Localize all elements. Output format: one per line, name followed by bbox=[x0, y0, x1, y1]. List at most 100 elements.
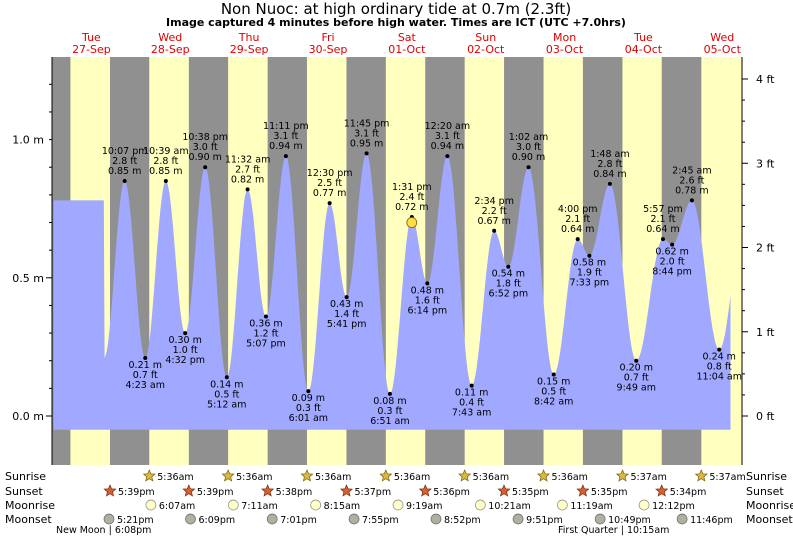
tide-point bbox=[469, 383, 474, 388]
right-tick-label: 3 ft bbox=[756, 157, 775, 170]
tide-label: 0.24 m bbox=[703, 352, 736, 363]
day-date-label: 30-Sep bbox=[309, 43, 348, 56]
sunset-star-icon bbox=[103, 484, 117, 497]
tide-label: 4:00 pm bbox=[558, 204, 598, 215]
tide-label: 5:12 am bbox=[207, 399, 246, 410]
tide-label: 0.95 m bbox=[350, 138, 383, 149]
tide-label: 0.21 m bbox=[129, 360, 162, 371]
moonrise-moon-icon bbox=[392, 499, 404, 511]
tide-point bbox=[203, 165, 208, 170]
tide-label: 1.2 ft bbox=[253, 328, 278, 339]
tide-point bbox=[263, 314, 268, 319]
sunset-time: 5:39pm bbox=[197, 487, 234, 498]
sunrise-time: 5:37am bbox=[709, 472, 745, 483]
tide-label: 0.14 m bbox=[210, 379, 243, 390]
moonset-moon-icon bbox=[676, 513, 688, 525]
tide-label: 2.0 ft bbox=[660, 257, 685, 268]
moonset-moon-icon bbox=[512, 513, 524, 525]
sunrise-star-icon bbox=[379, 469, 393, 482]
tide-label: 0.20 m bbox=[620, 363, 653, 374]
moonset-moon-icon bbox=[103, 513, 115, 525]
moonset-moon-icon bbox=[594, 513, 606, 525]
day-name-label: Mon bbox=[553, 31, 576, 44]
tide-label: 0.90 m bbox=[188, 152, 221, 163]
tide-label: 0.11 m bbox=[455, 388, 488, 399]
tide-point bbox=[492, 228, 497, 233]
chart-subtitle: Image captured 4 minutes before high wat… bbox=[166, 16, 626, 29]
moonset-time: 6:09pm bbox=[198, 515, 235, 526]
tide-point bbox=[283, 154, 288, 159]
current-tide-marker bbox=[406, 217, 418, 228]
tide-label: 1.9 ft bbox=[577, 268, 602, 279]
right-tick-label: 2 ft bbox=[756, 242, 775, 255]
tide-label: 0.58 m bbox=[573, 258, 606, 269]
left-tick-label: 1.0 m bbox=[12, 134, 44, 147]
tide-point bbox=[660, 237, 665, 242]
day-name-label: Wed bbox=[158, 31, 182, 44]
tide-point bbox=[183, 331, 188, 336]
tide-label: 5:57 pm bbox=[643, 204, 683, 215]
tide-label: 2.6 ft bbox=[679, 175, 704, 186]
tide-label: 2.1 ft bbox=[565, 214, 590, 225]
tide-label: 0.64 m bbox=[561, 224, 594, 235]
tide-label: 3.1 ft bbox=[435, 131, 460, 142]
day-name-label: Sun bbox=[475, 31, 496, 44]
tide-point bbox=[344, 295, 349, 300]
tide-label: 0.62 m bbox=[655, 247, 688, 258]
day-date-label: 27-Sep bbox=[72, 43, 111, 56]
tide-point bbox=[143, 355, 148, 360]
moonset-time: 7:55pm bbox=[362, 515, 399, 526]
tide-label: 0.5 ft bbox=[541, 387, 566, 398]
tide-label: 2.4 ft bbox=[399, 192, 424, 203]
tide-label: 0.94 m bbox=[269, 141, 302, 152]
right-tick-label: 0 ft bbox=[756, 410, 775, 423]
tide-labels: 10:07 pm2.8 ft0.85 m0.21 m0.7 ft4:23 am1… bbox=[102, 118, 742, 426]
tide-point bbox=[122, 179, 127, 184]
tide-points bbox=[122, 151, 722, 396]
tide-label: 0.78 m bbox=[675, 185, 708, 196]
moonrise-time: 12:12pm bbox=[652, 501, 695, 512]
tide-point bbox=[634, 358, 639, 363]
moonset-row-label: Moonset bbox=[5, 513, 52, 526]
moonrise-time: 9:19am bbox=[406, 501, 442, 512]
tide-label: 10:07 pm bbox=[102, 146, 148, 157]
sunrise-row-label-right: Sunrise bbox=[746, 470, 787, 483]
day-name-label: Sat bbox=[398, 31, 417, 44]
moonset-time: 10:49pm bbox=[608, 515, 651, 526]
tide-label: 0.67 m bbox=[477, 216, 510, 227]
tide-point bbox=[306, 389, 311, 394]
tide-label: 8:44 pm bbox=[652, 267, 692, 278]
tide-point bbox=[224, 375, 229, 380]
day-name-label: Thu bbox=[238, 31, 260, 44]
tide-point bbox=[327, 201, 332, 206]
moonrise-moon-icon bbox=[638, 499, 650, 511]
tide-label: 5:41 pm bbox=[327, 319, 367, 330]
sunset-star-icon bbox=[497, 484, 511, 497]
tide-label: 1:48 am bbox=[590, 149, 629, 160]
tide-label: 0.5 ft bbox=[214, 389, 239, 400]
tide-point bbox=[387, 391, 392, 396]
sunrise-star-icon bbox=[142, 469, 156, 482]
tide-label: 0.64 m bbox=[646, 224, 679, 235]
moonset-time: 5:21pm bbox=[117, 515, 154, 526]
sunrise-time: 5:36am bbox=[315, 472, 351, 483]
tide-label: 0.77 m bbox=[313, 188, 346, 199]
tide-label: 6:14 pm bbox=[408, 305, 448, 316]
tide-label: 3.1 ft bbox=[273, 131, 298, 142]
sunrise-row-label: Sunrise bbox=[5, 470, 46, 483]
tide-label: 12:20 am bbox=[425, 121, 470, 132]
moon-phases: New Moon | 6:08pm First Quarter | 10:15am bbox=[56, 525, 669, 536]
tide-label: 3.1 ft bbox=[354, 128, 379, 139]
moonset-moon-icon bbox=[185, 513, 196, 525]
tide-label: 11:04 am bbox=[696, 372, 741, 383]
sunrise-time: 5:37am bbox=[630, 472, 666, 483]
tide-point bbox=[575, 237, 580, 242]
tide-label: 9:49 am bbox=[617, 383, 656, 394]
tide-label: 0.82 m bbox=[231, 174, 264, 185]
tide-label: 0.72 m bbox=[395, 202, 428, 213]
tide-label: 11:32 am bbox=[225, 154, 270, 165]
moonset-time: 9:51pm bbox=[526, 515, 563, 526]
tide-label: 2.2 ft bbox=[482, 206, 507, 217]
left-tick-label: 0.5 m bbox=[12, 272, 44, 285]
tide-point bbox=[689, 198, 694, 203]
